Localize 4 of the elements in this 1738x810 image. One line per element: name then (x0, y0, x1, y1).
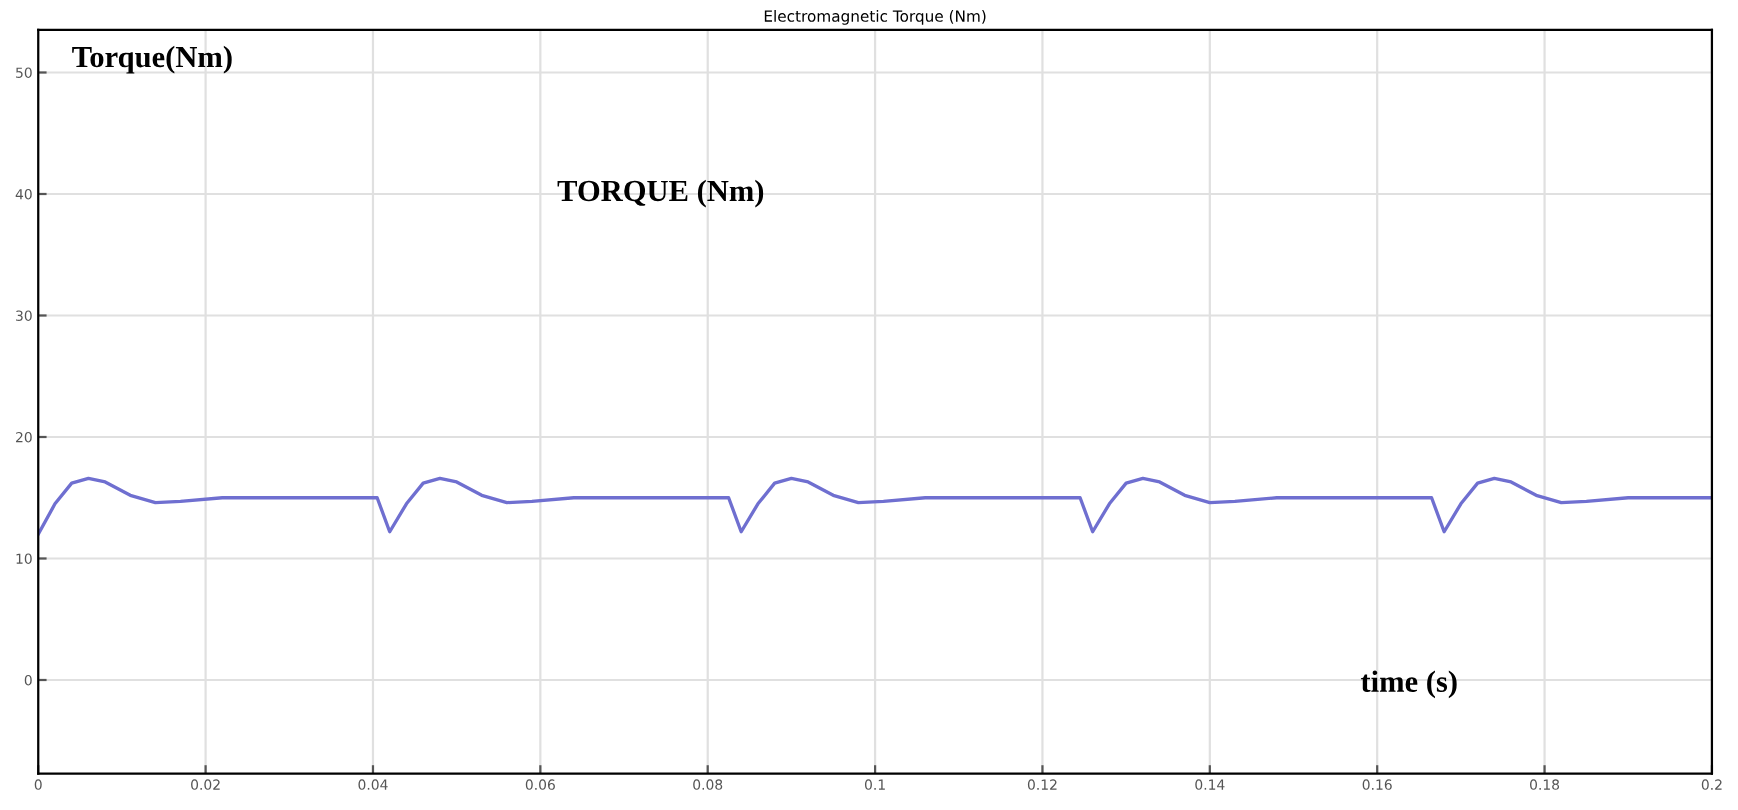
line-series (38, 476, 1712, 536)
annotation: Torque(Nm) (72, 45, 232, 74)
annotation: time (s) (1360, 670, 1457, 699)
annotation: TORQUE (Nm) (557, 179, 764, 208)
